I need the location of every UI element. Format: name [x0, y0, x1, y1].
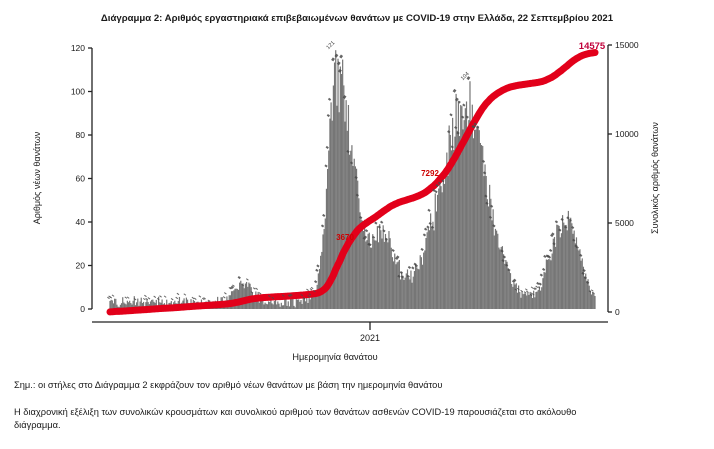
svg-text:104: 104 — [460, 71, 471, 82]
svg-text:10000: 10000 — [615, 129, 639, 139]
svg-text:5000: 5000 — [615, 218, 634, 228]
svg-text:Συνολικός αριθμός θανάτων: Συνολικός αριθμός θανάτων — [650, 122, 660, 234]
svg-text:15000: 15000 — [615, 40, 639, 50]
svg-text:40: 40 — [76, 217, 86, 227]
svg-text:0: 0 — [615, 307, 620, 317]
svg-text:0: 0 — [80, 304, 85, 314]
svg-text:121: 121 — [326, 40, 337, 51]
svg-text:120: 120 — [71, 43, 85, 53]
svg-text:3670: 3670 — [336, 233, 354, 242]
svg-text:Ημερομηνία θανάτου: Ημερομηνία θανάτου — [292, 352, 377, 362]
svg-text:60: 60 — [76, 173, 86, 183]
svg-text:14575: 14575 — [579, 41, 606, 52]
svg-text:20: 20 — [76, 260, 86, 270]
svg-text:80: 80 — [76, 130, 86, 140]
svg-text:Αριθμός νέων θανάτων: Αριθμός νέων θανάτων — [32, 131, 42, 224]
svg-text:2021: 2021 — [360, 333, 380, 343]
svg-text:7292: 7292 — [421, 169, 439, 178]
svg-text:100: 100 — [71, 86, 85, 96]
